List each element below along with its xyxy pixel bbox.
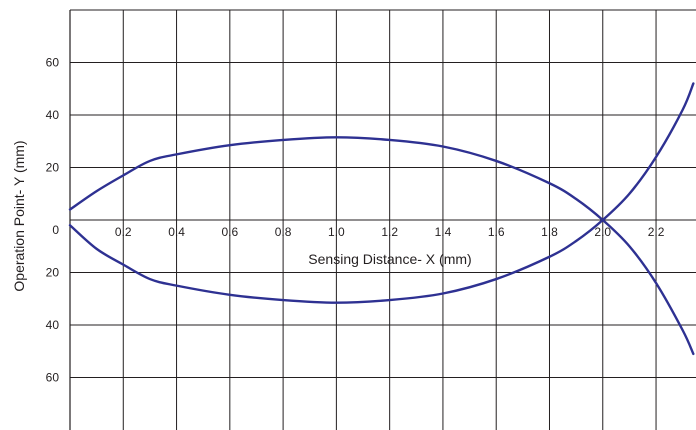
x-tick-label: 1.6 — [488, 225, 505, 239]
y-tick-label: 0 — [52, 223, 59, 237]
x-tick-label: 1.4 — [435, 225, 452, 239]
y-axis-label: Operation Point- Y (mm) — [11, 140, 27, 291]
x-tick-label: 0.4 — [168, 225, 185, 239]
grid — [69, 9, 696, 430]
y-tick-label: 60 — [46, 56, 60, 70]
y-tick-label: 40 — [46, 108, 60, 122]
x-tick-label: 0.6 — [221, 225, 238, 239]
x-tick-label: 0.2 — [115, 225, 132, 239]
curves — [68, 82, 695, 356]
x-tick-label: 0.8 — [275, 225, 292, 239]
y-tick-label: 60 — [46, 371, 60, 385]
curve-series-1 — [68, 136, 695, 356]
x-tick-label: 2.0 — [594, 225, 611, 239]
x-tick-label: 1.0 — [328, 225, 345, 239]
x-axis-label: Sensing Distance- X (mm) — [308, 251, 471, 267]
x-tick-label: 2.2 — [648, 225, 665, 239]
tick-labels: 0.2 0.4 0.6 0.8 1.0 1.2 1.4 1.6 1.8 2.0 2.2 60 40 20 0… — [46, 56, 665, 385]
y-tick-label: 40 — [46, 318, 60, 332]
x-tick-label: 1.8 — [541, 225, 558, 239]
x-tick-label: 1.2 — [381, 225, 398, 239]
y-tick-label: 20 — [46, 161, 60, 175]
y-tick-label: 20 — [46, 266, 60, 280]
curve-series-2 — [68, 82, 695, 304]
